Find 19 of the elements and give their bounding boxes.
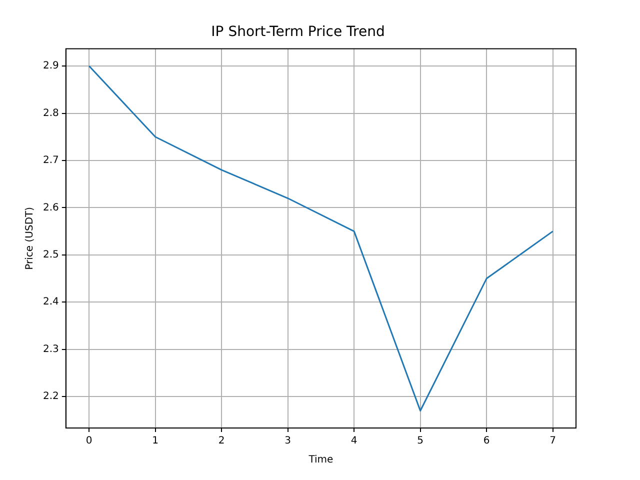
x-tick-label: 0 xyxy=(86,436,92,447)
y-tick-label: 2.3 xyxy=(42,344,59,355)
y-axis-title: Price (USDT) xyxy=(24,206,36,270)
y-tick-label: 2.5 xyxy=(42,250,59,261)
y-tick-label: 2.2 xyxy=(42,391,59,402)
y-tick-label: 2.9 xyxy=(42,60,59,72)
y-tick-label: 2.6 xyxy=(42,202,59,214)
x-tick-label: 7 xyxy=(550,436,556,447)
x-tick-label: 6 xyxy=(483,436,490,447)
chart-title: IP Short-Term Price Trend xyxy=(211,24,385,40)
y-tick-label: 2.7 xyxy=(42,155,59,166)
x-tick-label: 4 xyxy=(350,436,358,447)
x-tick-label: 2 xyxy=(218,436,225,447)
x-axis-title: Time xyxy=(308,454,334,466)
x-tick-label: 1 xyxy=(152,436,159,447)
y-tick-label: 2.4 xyxy=(42,296,59,308)
x-tick-label: 5 xyxy=(417,436,424,447)
y-tick-label: 2.8 xyxy=(42,108,59,119)
x-tick-label: 3 xyxy=(284,436,292,447)
